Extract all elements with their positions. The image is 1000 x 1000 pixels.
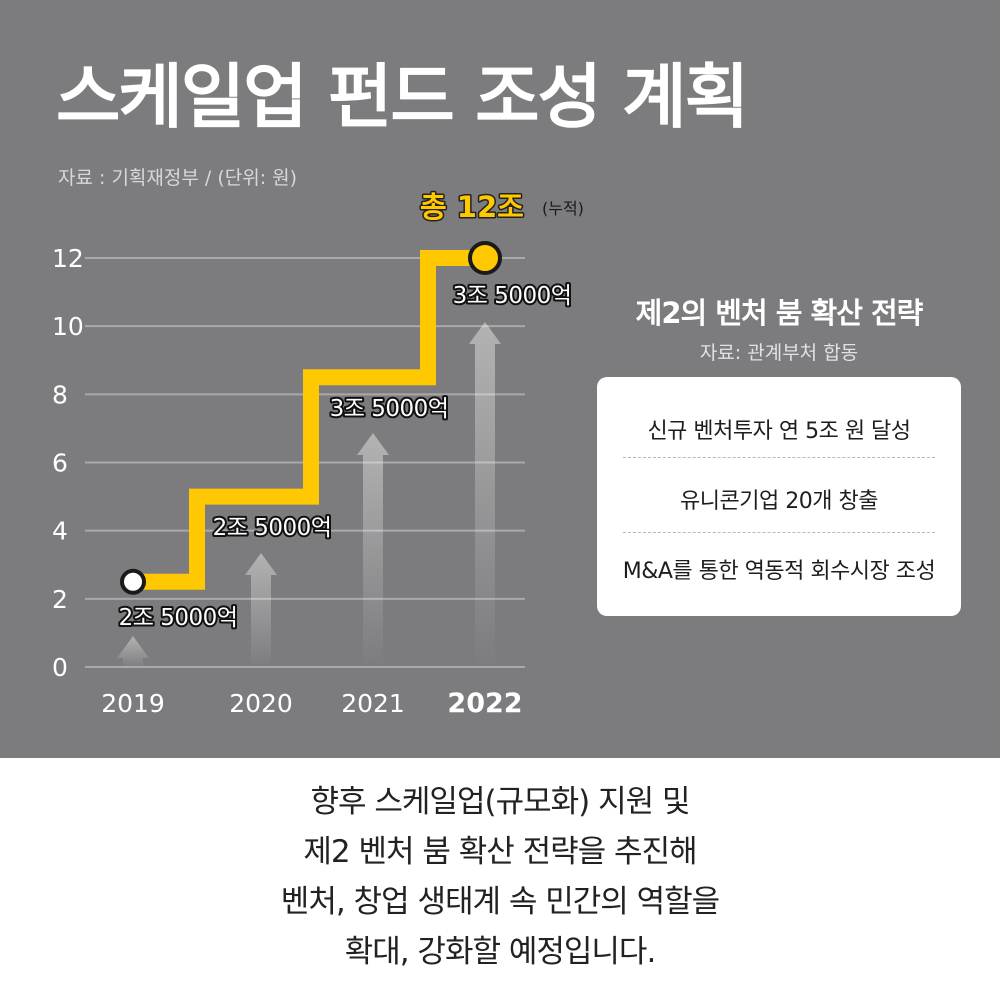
y-tick-label: 8 [52,380,68,409]
y-tick-label: 10 [52,312,84,341]
side-panel-source: 자료: 관계부처 합동 [699,342,859,364]
growth-arrow [245,553,277,668]
caption-line: 제2 벤처 붐 확산 전략을 추진해 [303,834,697,870]
growth-arrow [117,636,149,668]
step-chart: 0 2 4 6 8 10 12 2019 2020 2021 2022 2조 5000억 2조 5000… [52,189,584,720]
total-label: 총 12조 [420,190,524,224]
strategy-card: 신규 벤처투자 연 5조 원 달성 유니콘기업 20개 창출 M&A를 통한 역… [597,377,961,616]
x-tick-label: 2020 [229,689,293,718]
data-label: 3조 5000억 [453,283,572,309]
caption: 향후 스케일업(규모화) 지원 및 제2 벤처 붐 확산 전략을 추진해 벤처,… [0,777,1000,977]
y-tick-label: 4 [52,517,68,546]
y-tick-label: 0 [52,653,68,682]
divider [623,532,935,533]
x-tick-label: 2021 [341,689,405,718]
x-tick-label: 2019 [101,689,165,718]
growth-arrow [469,322,501,668]
data-label: 3조 5000억 [330,396,449,422]
end-point [468,241,502,275]
y-tick-label: 6 [52,449,68,478]
side-panel-title: 제2의 벤처 붐 확산 전략 [635,296,924,330]
caption-line: 벤처, 창업 생태계 속 민간의 역할을 [280,884,720,920]
series-line [133,250,485,590]
strategy-item-venture-investment: 신규 벤처투자 연 5조 원 달성 [647,419,911,444]
data-label: 2조 5000억 [213,515,332,541]
caption-line: 확대, 강화할 예정입니다. [344,934,657,970]
x-tick-label: 2022 [447,688,522,719]
y-tick-label: 12 [52,244,84,273]
data-label: 2조 5000억 [119,605,238,631]
divider [623,457,935,458]
growth-arrow [357,433,389,668]
bottom-panel [0,758,1000,1000]
caption-line: 향후 스케일업(규모화) 지원 및 [310,784,691,820]
page-title: 스케일업 펀드 조성 계획 [56,56,749,138]
total-note: (누적) [542,199,584,218]
chart-source: 자료 : 기획재정부 / (단위: 원) [58,167,298,189]
strategy-item-unicorn: 유니콘기업 20개 창출 [680,489,878,514]
strategy-item-ma: M&A를 통한 역동적 회수시장 조성 [622,559,936,584]
y-tick-label: 2 [52,585,68,614]
start-point [120,568,146,595]
